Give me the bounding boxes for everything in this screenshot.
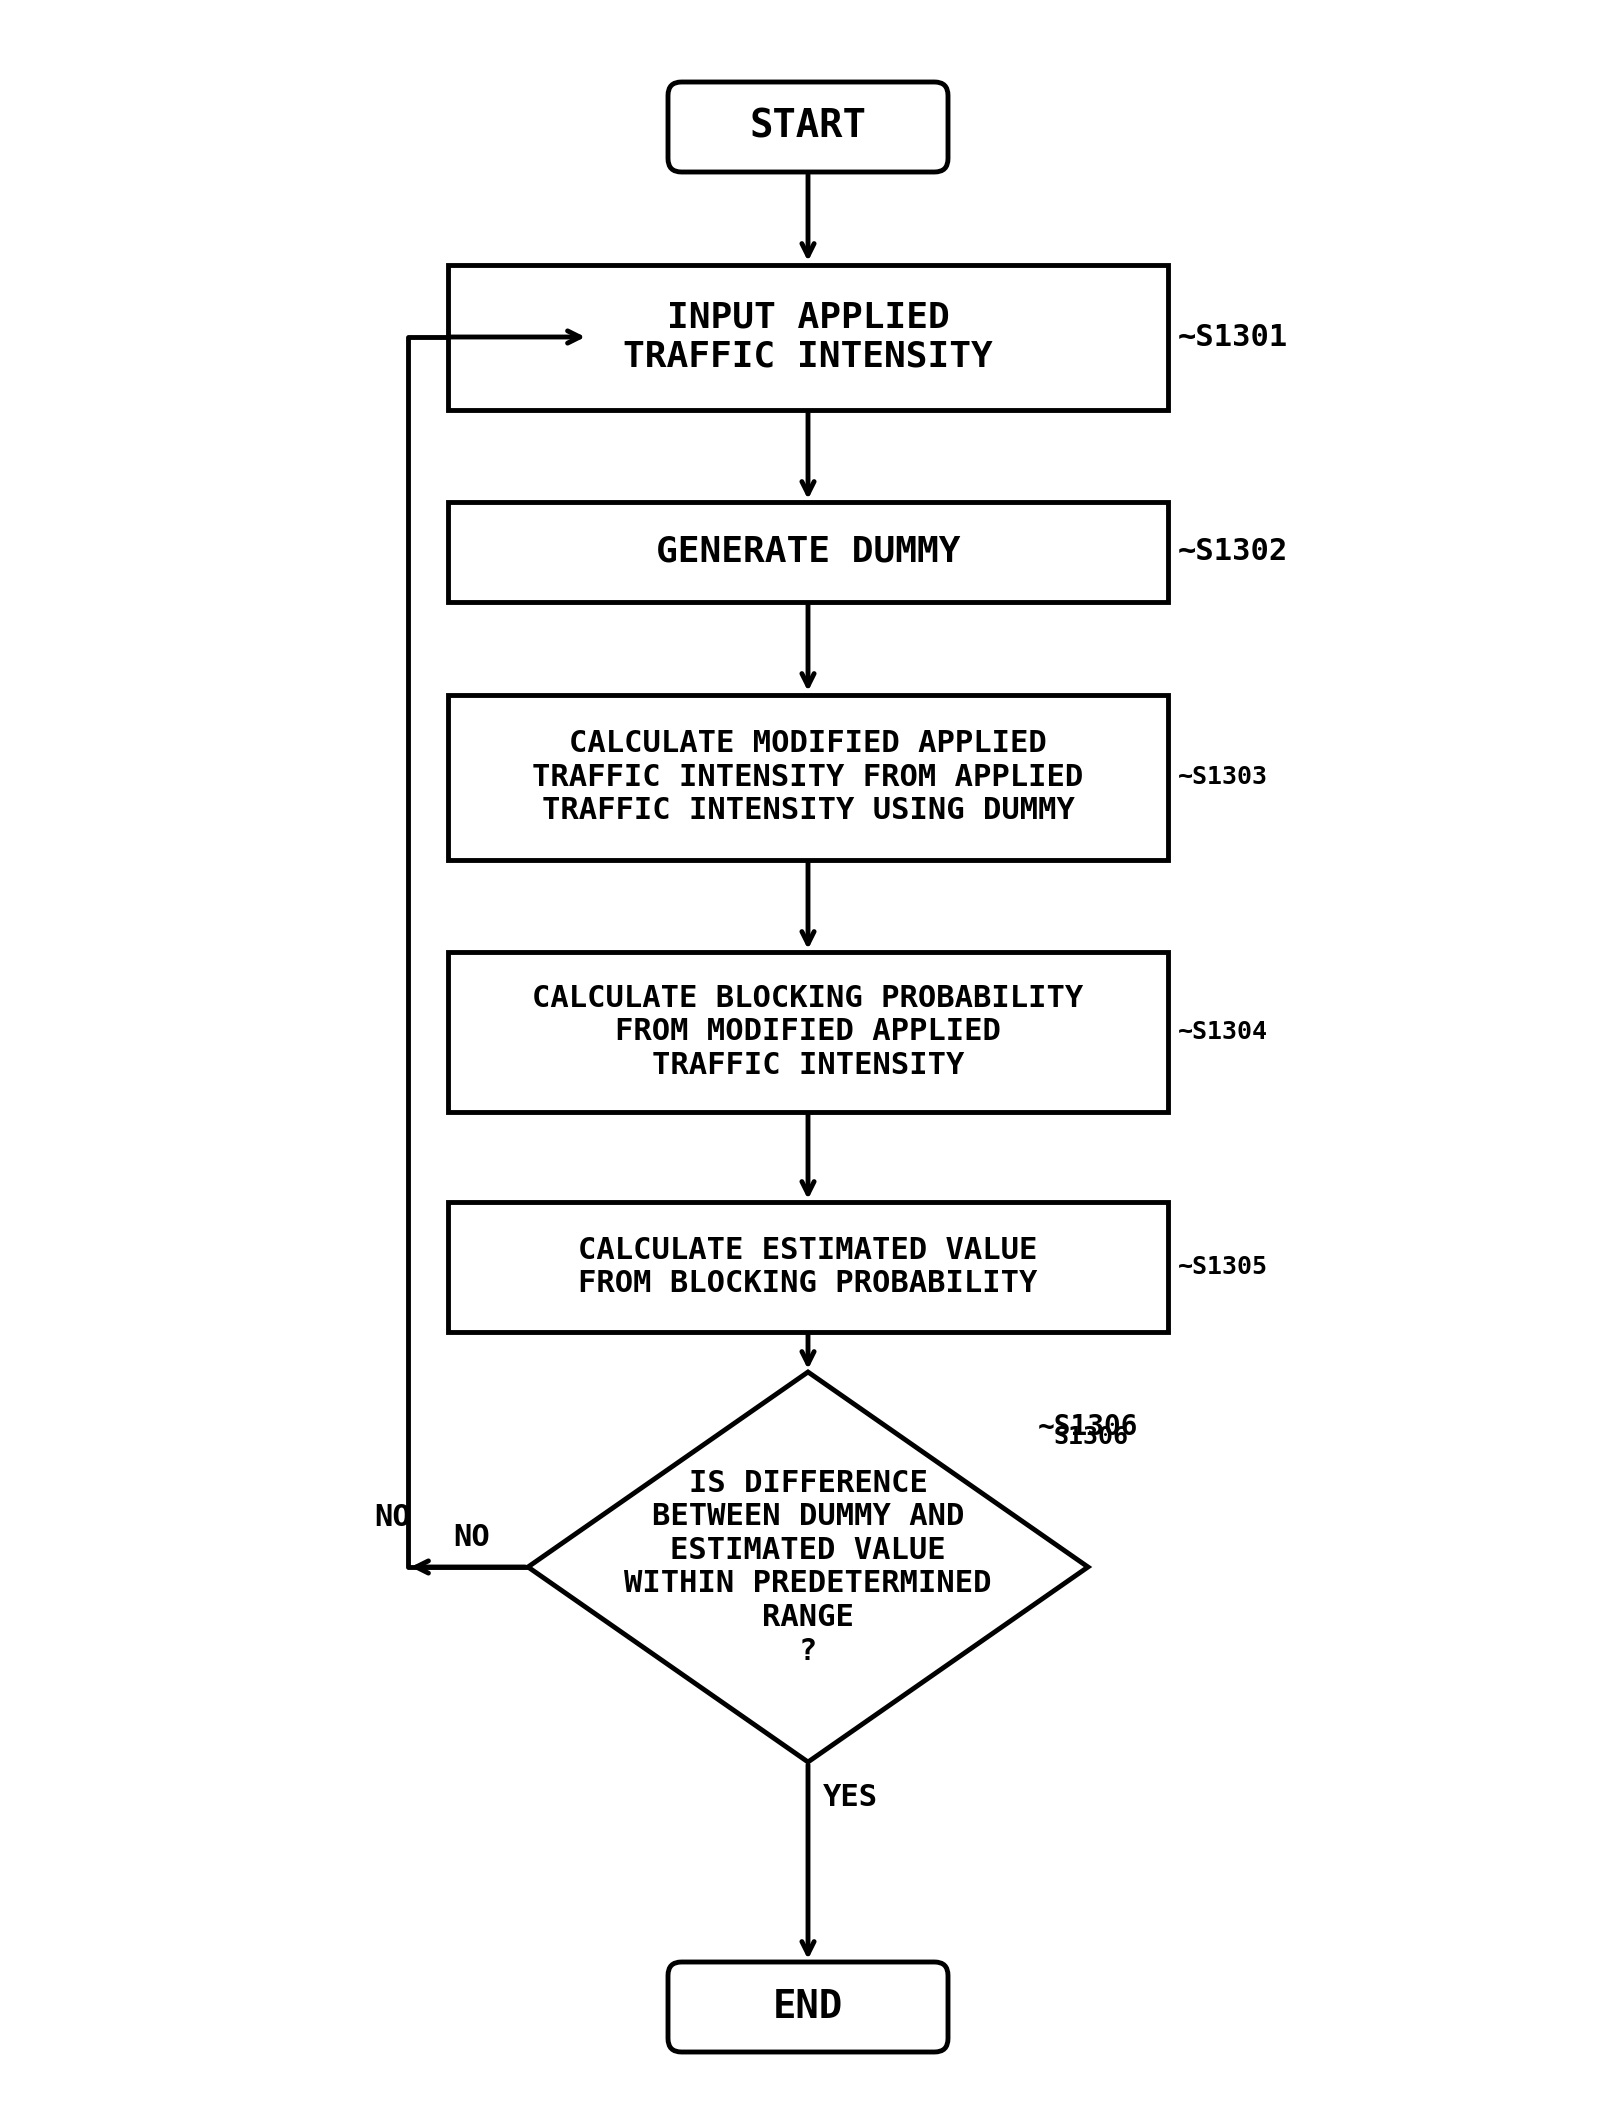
Bar: [448, 265, 1168, 409]
Bar: [448, 501, 1168, 603]
Text: ~S1304: ~S1304: [1178, 1020, 1269, 1043]
Bar: [448, 952, 1168, 1112]
Text: NO: NO: [375, 1502, 412, 1532]
Text: NO: NO: [452, 1523, 490, 1551]
Text: YES: YES: [823, 1783, 877, 1812]
Text: ~S1305: ~S1305: [1178, 1256, 1269, 1279]
Text: ~S1306: ~S1306: [1037, 1414, 1139, 1441]
Text: CALCULATE MODIFIED APPLIED
TRAFFIC INTENSITY FROM APPLIED
TRAFFIC INTENSITY USIN: CALCULATE MODIFIED APPLIED TRAFFIC INTEN…: [532, 729, 1084, 826]
Text: END: END: [772, 1989, 844, 2027]
Polygon shape: [528, 1372, 1088, 1761]
Text: CALCULATE BLOCKING PROBABILITY
FROM MODIFIED APPLIED
TRAFFIC INTENSITY: CALCULATE BLOCKING PROBABILITY FROM MODI…: [532, 984, 1084, 1081]
Bar: [448, 695, 1168, 860]
Text: START: START: [750, 107, 866, 145]
Text: INPUT APPLIED
TRAFFIC INTENSITY: INPUT APPLIED TRAFFIC INTENSITY: [624, 301, 992, 373]
Text: ~S1303: ~S1303: [1178, 765, 1269, 788]
FancyBboxPatch shape: [667, 1962, 949, 2052]
Text: GENERATE DUMMY: GENERATE DUMMY: [656, 535, 960, 569]
Bar: [448, 1201, 1168, 1332]
Text: ~S1301: ~S1301: [1178, 322, 1288, 352]
Text: ~S1302: ~S1302: [1178, 537, 1288, 567]
Text: S1306: S1306: [1054, 1424, 1128, 1450]
Text: IS DIFFERENCE
BETWEEN DUMMY AND
ESTIMATED VALUE
WITHIN PREDETERMINED
RANGE
?: IS DIFFERENCE BETWEEN DUMMY AND ESTIMATE…: [624, 1469, 992, 1665]
FancyBboxPatch shape: [667, 82, 949, 173]
Text: CALCULATE ESTIMATED VALUE
FROM BLOCKING PROBABILITY: CALCULATE ESTIMATED VALUE FROM BLOCKING …: [579, 1235, 1037, 1298]
